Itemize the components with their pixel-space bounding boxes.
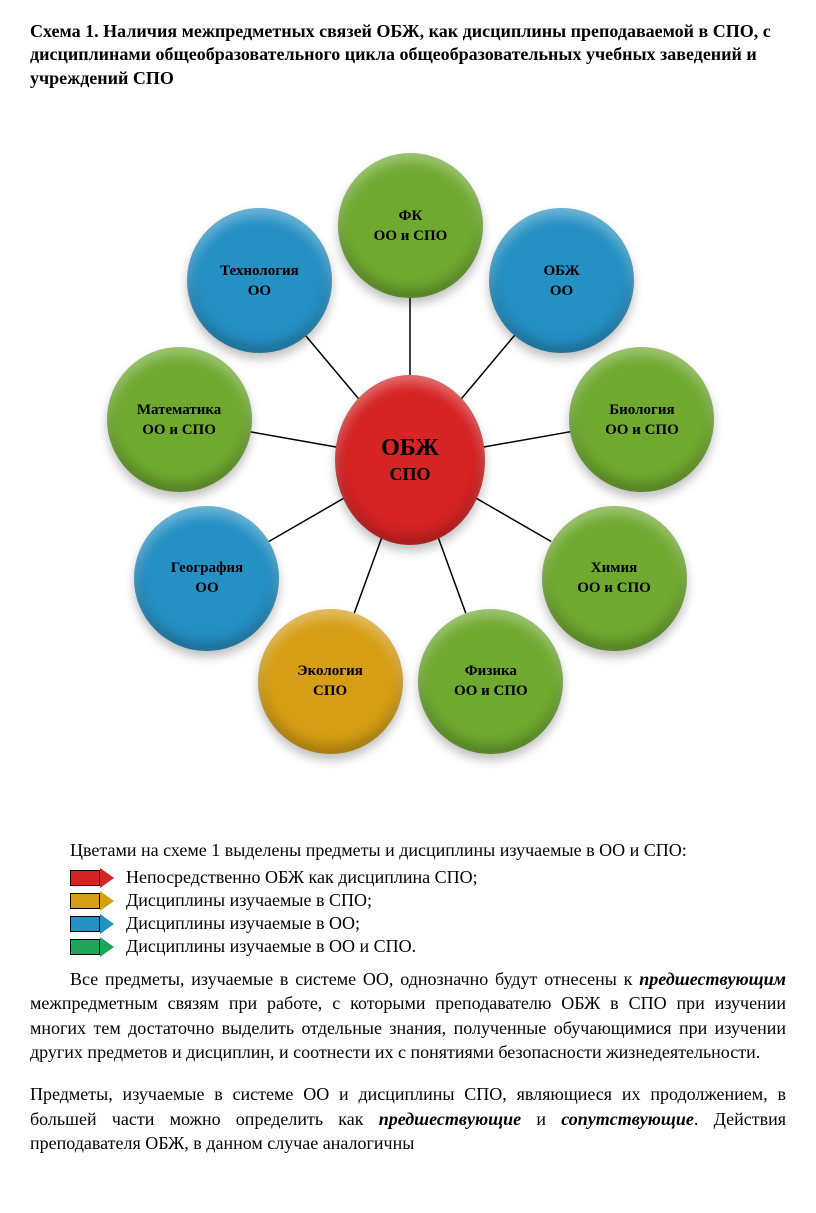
center-label-1: ОБЖ [381,435,439,462]
node-tech: Технология ОО [187,208,332,353]
node-tech-label1: Технология [220,262,299,280]
legend-arrow-icon [70,891,116,911]
legend-text-2: Дисциплины изучаемые в ОО; [126,913,360,934]
node-bio: Биология ОО и СПО [569,347,714,492]
node-fk: ФК ОО и СПО [338,153,483,298]
node-obzh-label1: ОБЖ [544,262,580,280]
legend-item-2: Дисциплины изучаемые в ОО; [70,913,786,934]
p2-em2: сопутствующие [561,1109,694,1129]
node-tech-label2: ОО [248,282,271,300]
paragraph-1: Все предметы, изучаемые в системе ОО, од… [30,967,786,1064]
legend-item-3: Дисциплины изучаемые в ОО и СПО. [70,936,786,957]
p1-em: предшествующим [639,969,786,989]
node-eco-label2: СПО [313,682,347,700]
node-obzh: ОБЖ ОО [489,208,634,353]
node-fk-label2: ОО и СПО [374,227,448,245]
node-obzh-label2: ОО [550,282,573,300]
legend-list: Непосредственно ОБЖ как дисциплина СПО;Д… [70,867,786,957]
node-phys-label2: ОО и СПО [454,682,528,700]
legend-text-3: Дисциплины изучаемые в ОО и СПО. [126,936,416,957]
paragraph-2: Предметы, изучаемые в системе ОО и дисци… [30,1082,786,1155]
p2-em1: предшествующие [379,1109,521,1129]
node-math-label2: ОО и СПО [142,421,216,439]
legend-arrow-icon [70,937,116,957]
legend-item-0: Непосредственно ОБЖ как дисциплина СПО; [70,867,786,888]
diagram: ОБЖСПОФКОО и СПООБЖООБиологияОО и СПОХим… [30,100,790,820]
legend-intro: Цветами на схеме 1 выделены предметы и д… [30,840,786,861]
p2-mid: и [521,1109,561,1129]
node-geo: География ОО [134,506,279,651]
node-eco: Экология СПО [258,609,403,754]
legend-arrow-icon [70,914,116,934]
node-math: Математика ОО и СПО [107,347,252,492]
legend-arrow-icon [70,868,116,888]
node-fk-label1: ФК [399,207,423,225]
legend-text-0: Непосредственно ОБЖ как дисциплина СПО; [126,867,478,888]
node-chem: Химия ОО и СПО [542,506,687,651]
node-eco-label1: Экология [297,662,362,680]
legend-text-1: Дисциплины изучаемые в СПО; [126,890,372,911]
node-phys-label1: Физика [465,662,517,680]
node-geo-label2: ОО [195,579,218,597]
node-bio-label1: Биология [609,401,674,419]
center-label-2: СПО [389,464,430,485]
p1-b: межпредметным связям при работе, с котор… [30,993,786,1062]
node-chem-label1: Химия [591,559,637,577]
node-geo-label1: География [171,559,243,577]
node-chem-label2: ОО и СПО [577,579,651,597]
node-bio-label2: ОО и СПО [605,421,679,439]
node-phys: Физика ОО и СПО [418,609,563,754]
p1-a: Все предметы, изучаемые в системе ОО, од… [70,969,639,989]
legend-item-1: Дисциплины изучаемые в СПО; [70,890,786,911]
node-math-label1: Математика [137,401,221,419]
page-title: Схема 1. Наличия межпредметных связей ОБ… [30,20,786,90]
center-node: ОБЖСПО [335,375,485,545]
